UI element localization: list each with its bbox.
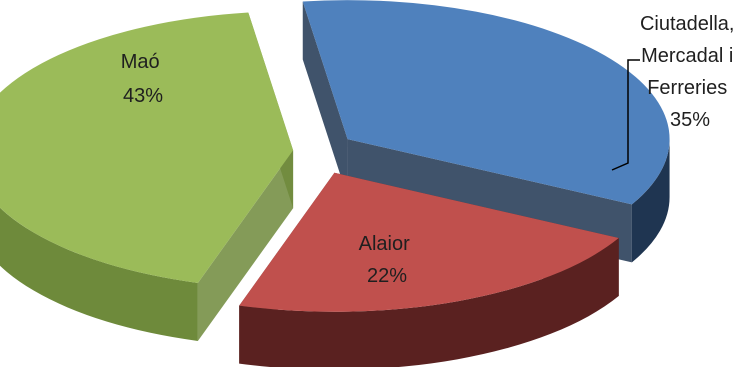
pie-slice-1-side-1 [631, 139, 670, 263]
leader-line-ciutadella [611, 59, 640, 171]
pie-slice-1-cut-1 [302, 1, 348, 198]
pie-slice-3-cut-1 [197, 150, 294, 341]
slice-label-mao: Maó 43% [121, 51, 165, 107]
pie-slice-3-top [0, 12, 294, 283]
pie-slice-3 [0, 12, 294, 341]
pie-slice-2-top [239, 172, 619, 312]
pie-slice-2-side-1 [239, 238, 619, 367]
slice-label-ciutadella: Ciutadella, Mercadal i Ferreries 35% [640, 13, 740, 131]
pie-slice-3-side-1 [0, 207, 198, 341]
slice-label-alaior: Alaior 22% [359, 233, 416, 287]
pie-labels: Ciutadella, Mercadal i Ferreries 35% Ala… [121, 13, 740, 287]
pie-slice-2 [239, 172, 619, 367]
pie-slices [0, 0, 670, 367]
pie-slice-1-top [302, 0, 670, 205]
